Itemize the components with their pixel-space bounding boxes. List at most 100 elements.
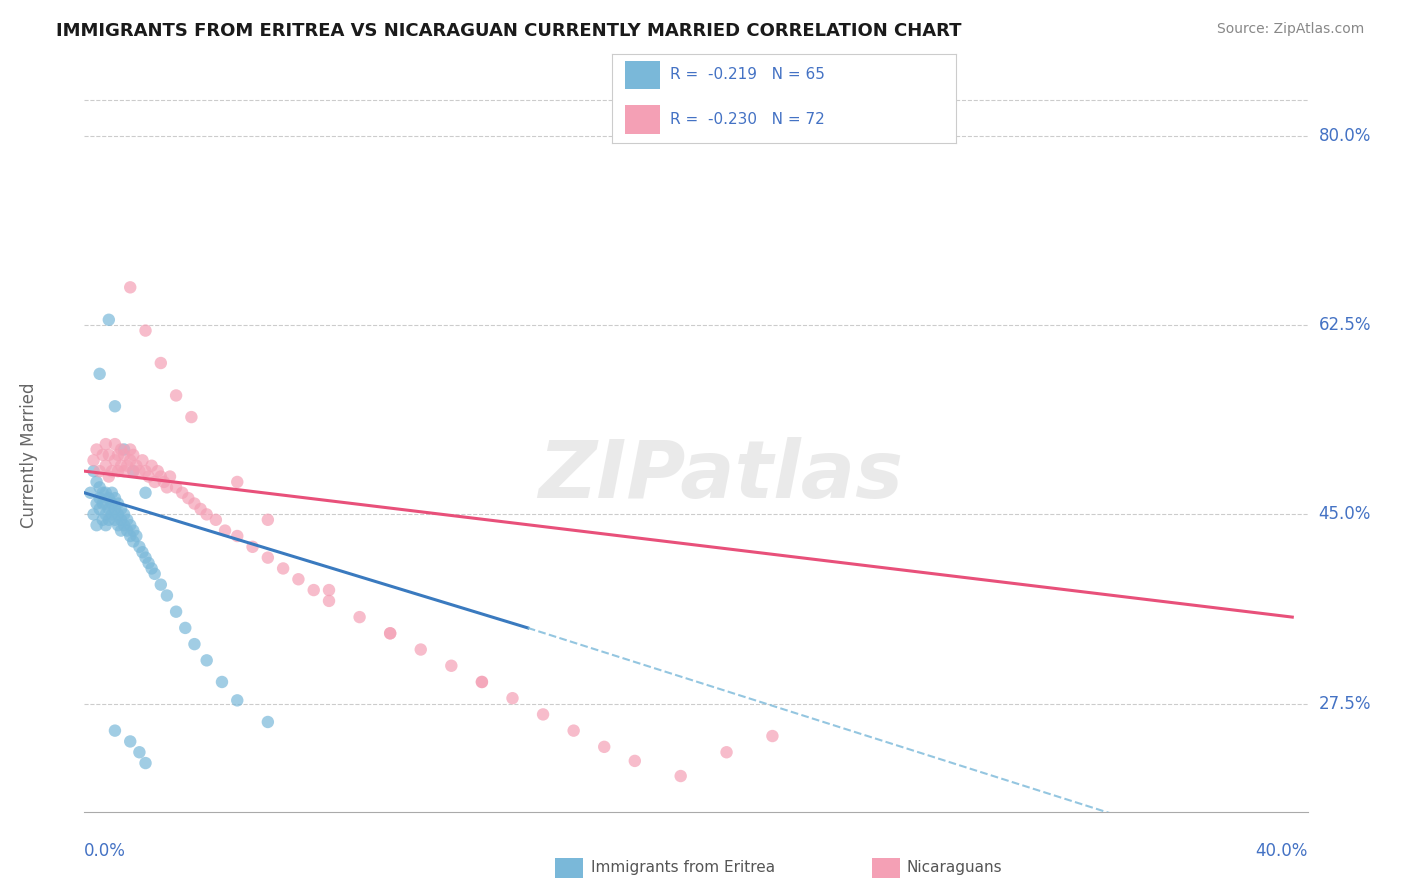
Point bbox=[165, 388, 187, 402]
Point bbox=[761, 729, 783, 743]
Point bbox=[115, 458, 138, 473]
Point bbox=[122, 464, 145, 478]
Point bbox=[91, 485, 114, 500]
Point bbox=[107, 448, 129, 462]
Point bbox=[86, 442, 108, 457]
Point bbox=[502, 691, 524, 706]
Point bbox=[83, 453, 105, 467]
Point bbox=[94, 458, 117, 473]
Point bbox=[349, 610, 371, 624]
Point bbox=[135, 324, 157, 338]
Point bbox=[110, 502, 132, 516]
Point bbox=[149, 577, 172, 591]
Point bbox=[131, 545, 153, 559]
Point bbox=[112, 448, 135, 462]
Point bbox=[101, 464, 124, 478]
Point bbox=[91, 497, 114, 511]
Point bbox=[83, 508, 105, 522]
Point bbox=[226, 693, 249, 707]
Point bbox=[149, 356, 172, 370]
Point bbox=[195, 508, 218, 522]
Point bbox=[211, 675, 233, 690]
Text: Currently Married: Currently Married bbox=[20, 382, 38, 528]
Point bbox=[146, 464, 169, 478]
Text: R =  -0.219   N = 65: R = -0.219 N = 65 bbox=[671, 68, 825, 82]
Text: 0.0%: 0.0% bbox=[84, 842, 127, 860]
Point bbox=[257, 513, 280, 527]
Point bbox=[107, 464, 129, 478]
Point bbox=[471, 675, 494, 690]
Point bbox=[174, 621, 197, 635]
Point bbox=[91, 513, 114, 527]
Point bbox=[183, 497, 205, 511]
Point bbox=[165, 605, 187, 619]
Point bbox=[205, 513, 228, 527]
Point bbox=[101, 485, 124, 500]
Point bbox=[165, 480, 187, 494]
Point bbox=[125, 458, 148, 473]
Point bbox=[287, 572, 309, 586]
Point bbox=[104, 437, 127, 451]
Point bbox=[94, 497, 117, 511]
Point bbox=[143, 566, 166, 581]
Point bbox=[86, 475, 108, 489]
Point bbox=[593, 739, 616, 754]
Point bbox=[101, 497, 124, 511]
Point bbox=[110, 442, 132, 457]
Point bbox=[128, 540, 150, 554]
Point bbox=[97, 469, 120, 483]
Point bbox=[107, 497, 129, 511]
Point bbox=[104, 513, 127, 527]
Point bbox=[138, 556, 160, 570]
Point bbox=[318, 583, 340, 598]
Point bbox=[153, 475, 176, 489]
Point bbox=[471, 675, 494, 690]
Text: R =  -0.230   N = 72: R = -0.230 N = 72 bbox=[671, 112, 825, 127]
Point bbox=[110, 524, 132, 538]
Point bbox=[112, 464, 135, 478]
Point bbox=[97, 502, 120, 516]
Point bbox=[125, 529, 148, 543]
Point bbox=[143, 475, 166, 489]
Point bbox=[101, 508, 124, 522]
Point bbox=[120, 518, 142, 533]
Point bbox=[257, 714, 280, 729]
Point bbox=[91, 448, 114, 462]
Point bbox=[141, 561, 163, 575]
Point bbox=[624, 754, 647, 768]
Point bbox=[120, 280, 142, 294]
Point bbox=[89, 491, 111, 505]
Point bbox=[120, 442, 142, 457]
Text: 40.0%: 40.0% bbox=[1256, 842, 1308, 860]
Point bbox=[135, 464, 157, 478]
Point bbox=[115, 513, 138, 527]
Point bbox=[183, 637, 205, 651]
Point bbox=[97, 312, 120, 326]
Point bbox=[562, 723, 585, 738]
Point bbox=[669, 769, 692, 783]
Point bbox=[97, 491, 120, 505]
Point bbox=[156, 589, 179, 603]
Point bbox=[180, 410, 202, 425]
Point bbox=[89, 367, 111, 381]
Point bbox=[122, 448, 145, 462]
Point bbox=[135, 756, 157, 770]
Point bbox=[104, 491, 127, 505]
Text: 80.0%: 80.0% bbox=[1319, 127, 1371, 145]
Point bbox=[110, 458, 132, 473]
Point bbox=[89, 480, 111, 494]
Point bbox=[94, 485, 117, 500]
Point bbox=[440, 658, 463, 673]
Point bbox=[190, 502, 212, 516]
Point bbox=[380, 626, 402, 640]
Point bbox=[242, 540, 264, 554]
Point bbox=[94, 508, 117, 522]
Point bbox=[214, 524, 236, 538]
FancyBboxPatch shape bbox=[626, 105, 659, 134]
Point bbox=[94, 437, 117, 451]
Point bbox=[112, 518, 135, 533]
Point bbox=[89, 464, 111, 478]
Point bbox=[104, 723, 127, 738]
Point bbox=[86, 518, 108, 533]
Point bbox=[226, 475, 249, 489]
